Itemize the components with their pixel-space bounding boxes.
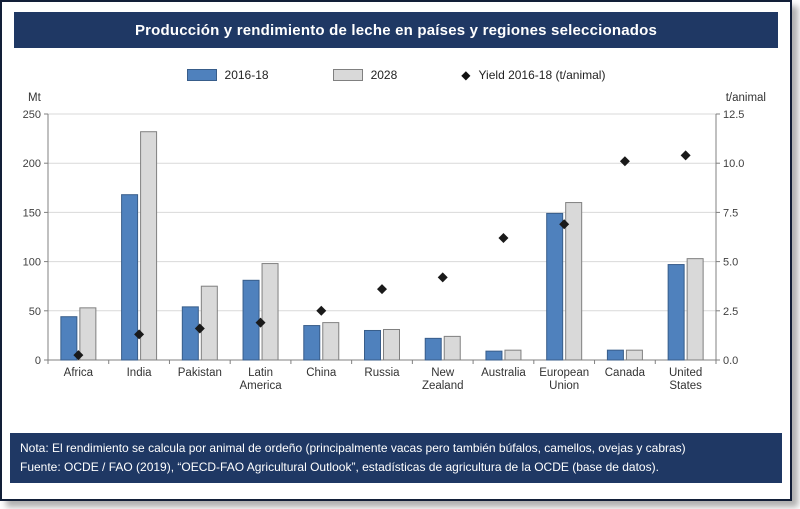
svg-text:0: 0 [35, 355, 41, 367]
source-line: Fuente: OCDE / FAO (2019), “OECD-FAO Agr… [20, 459, 659, 474]
legend-item-2028: 2028 [332, 68, 398, 82]
legend-label-2028: 2028 [370, 68, 398, 82]
svg-text:China: China [306, 367, 337, 379]
left-axis-unit: Mt [28, 92, 41, 104]
svg-text:India: India [127, 367, 153, 379]
svg-text:5.0: 5.0 [723, 257, 738, 269]
svg-text:Canada: Canada [605, 367, 646, 379]
svg-text:Australia: Australia [481, 367, 526, 379]
title-bar: Producción y rendimiento de leche en paí… [14, 12, 778, 48]
svg-text:0.0: 0.0 [723, 355, 738, 367]
svg-text:Pakistan: Pakistan [178, 367, 222, 379]
svg-text:Africa: Africa [64, 367, 94, 379]
production-yield-chart: 0 50 100 150 200 250 0.0 2.5 5.0 7.5 10.0 12.5 Afric… [23, 109, 745, 392]
svg-text:50: 50 [29, 306, 41, 318]
svg-text:2.5: 2.5 [723, 306, 738, 318]
legend-item-2016-18: 2016-18 [186, 68, 269, 82]
svg-text:7.5: 7.5 [723, 207, 738, 219]
svg-text:10.0: 10.0 [723, 158, 744, 170]
svg-text:250: 250 [23, 109, 41, 121]
svg-text:100: 100 [23, 257, 41, 269]
svg-text:Russia: Russia [364, 367, 400, 379]
footer-note-bar: Nota: El rendimiento se calcula por anim… [10, 432, 782, 483]
legend-label-2016-18: 2016-18 [224, 68, 269, 82]
axis-units-row: Mt t/animal [16, 92, 776, 104]
blue-bar-swatch-icon [186, 69, 217, 81]
gray-bar-swatch-icon [332, 69, 363, 81]
chart-legend: 2016-18 2028 ◆ Yield 2016-18 (t/animal) [2, 68, 790, 82]
note-line: Nota: El rendimiento se calcula por anim… [20, 440, 686, 455]
svg-text:12.5: 12.5 [723, 109, 744, 121]
diamond-marker-icon: ◆ [461, 68, 471, 82]
slide-frame: Producción y rendimiento de leche en paí… [0, 0, 792, 501]
svg-text:150: 150 [23, 207, 41, 219]
legend-item-yield: ◆ Yield 2016-18 (t/animal) [461, 68, 605, 82]
right-axis-unit: t/animal [725, 92, 766, 104]
chart-area: 0 50 100 150 200 250 0.0 2.5 5.0 7.5 10.0 12.5 Afric… [16, 106, 776, 403]
legend-label-yield: Yield 2016-18 (t/animal) [478, 68, 606, 82]
svg-text:200: 200 [23, 158, 41, 170]
page-title: Producción y rendimiento de leche en paí… [134, 21, 658, 39]
